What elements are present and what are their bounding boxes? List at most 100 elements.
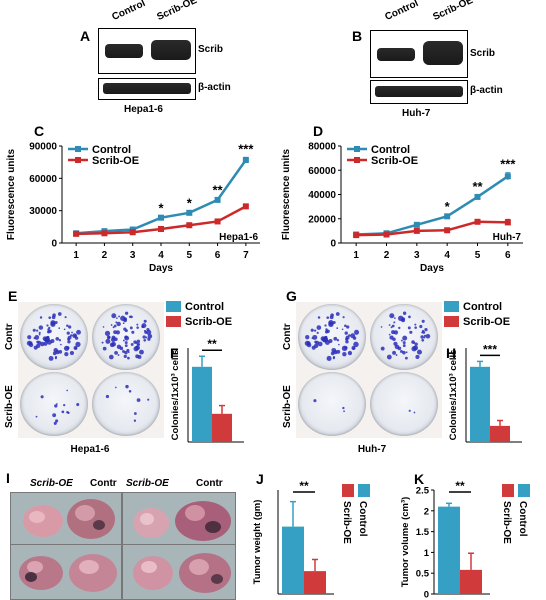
panel-letter-k: K	[414, 471, 424, 487]
colony-dot	[58, 327, 61, 329]
colony-dot	[75, 341, 81, 348]
colony-dot	[413, 341, 416, 344]
tumor-label-scrib-2: Scrib-OE	[126, 478, 169, 489]
y-axis-label: Colonies/1x10³ cells	[170, 350, 181, 441]
tumor-label-scrib-1: Scrib-OE	[30, 478, 73, 489]
panel-letter-i: I	[6, 470, 10, 486]
band-actin-a	[103, 83, 191, 94]
cell-line-b: Huh-7	[402, 108, 431, 119]
panel-letter-e: E	[8, 288, 18, 304]
colony-dot	[106, 335, 111, 340]
colony-dot	[405, 351, 408, 354]
legend-swatch	[166, 316, 181, 327]
colony-dot	[39, 341, 45, 347]
colony-dot	[136, 323, 139, 326]
colony-dot	[315, 340, 320, 345]
band-control-a	[105, 44, 143, 58]
colony-dot	[53, 421, 57, 425]
x-tick-label: 7	[243, 250, 249, 261]
tumor-shapes-1	[23, 499, 115, 539]
colony-dot	[52, 313, 56, 317]
legend-swatch	[166, 301, 181, 312]
colony-dot	[342, 351, 347, 357]
blot-actin-a	[98, 78, 196, 100]
colony-dot	[402, 350, 406, 355]
significance-mark: *	[187, 196, 193, 211]
colony-dot	[105, 338, 111, 344]
dish-scrib-2-e	[92, 372, 160, 436]
colony-dot	[53, 348, 59, 353]
row-label-scrib-e: Scrib-OE	[4, 385, 15, 428]
colony-dot	[391, 324, 395, 328]
colony-dot	[39, 316, 43, 319]
colony-dot	[40, 395, 44, 399]
colony-dot	[352, 347, 356, 350]
legend-label: Control	[185, 301, 224, 313]
band-actin-b	[375, 86, 463, 97]
panel-letter-g: G	[286, 288, 297, 304]
colony-dot	[344, 331, 348, 335]
colony-dot	[46, 324, 49, 327]
colony-dot	[64, 316, 67, 319]
colony-dot	[313, 399, 317, 403]
x-tick-label: 3	[414, 250, 420, 261]
colony-dot	[306, 342, 312, 348]
tumor-label-contr-1: Contr	[90, 478, 117, 489]
y-tick-label: 60000	[308, 166, 336, 177]
tumor-photo-3	[10, 544, 122, 600]
colony-dot	[122, 350, 125, 353]
colony-dot	[101, 341, 104, 344]
panel-letter-a: A	[80, 28, 91, 44]
colonies-g	[304, 311, 431, 414]
colony-dot	[60, 343, 62, 346]
colony-photo-e	[18, 302, 164, 438]
colony-dot	[413, 411, 416, 414]
colony-dot	[124, 329, 128, 333]
colony-dot	[336, 327, 339, 330]
legend-label: Scrib-OE	[371, 155, 418, 167]
colony-dot	[138, 343, 141, 346]
x-axis-label: Days	[420, 263, 444, 274]
colony-dot	[67, 335, 72, 340]
colony-dot	[423, 334, 427, 337]
colony-dot	[38, 333, 41, 336]
colony-dot	[398, 326, 401, 330]
legend-label: Scrib-OE	[92, 155, 139, 167]
x-tick-label: 2	[102, 250, 108, 261]
data-point	[129, 229, 136, 236]
colony-dot	[66, 331, 70, 335]
panel-letter-h: H	[446, 345, 456, 361]
colony-dot	[143, 338, 147, 342]
colony-dot	[332, 357, 335, 360]
colony-dot	[341, 328, 344, 331]
lane-label-scrib-a: Scrib-OE	[155, 0, 199, 23]
colony-dot	[123, 317, 127, 321]
data-point	[353, 232, 360, 239]
colony-dot	[125, 384, 129, 389]
colony-dot	[414, 323, 417, 326]
colony-dot	[76, 402, 80, 407]
colony-dot	[333, 336, 338, 341]
colony-dot	[353, 341, 359, 348]
blot-scrib-b	[370, 30, 468, 78]
lane-label-scrib-b: Scrib-OE	[431, 0, 475, 23]
band-scrib-a	[151, 40, 191, 60]
colony-dot	[400, 350, 403, 353]
band-control-b	[377, 48, 415, 61]
colony-dot	[424, 328, 428, 332]
colony-dot	[28, 342, 34, 348]
cell-line-annotation: Huh-7	[493, 232, 522, 243]
colony-dot	[386, 354, 392, 360]
colony-dot	[57, 312, 62, 316]
colony-dot	[74, 347, 78, 350]
colony-dot	[124, 335, 128, 339]
legend-label: Scrib-OE	[185, 316, 232, 328]
data-point	[444, 227, 451, 234]
y-tick-label: 30000	[29, 206, 57, 217]
colony-dot	[322, 336, 329, 343]
colony-dot	[116, 317, 118, 319]
row-label-scrib-g: Scrib-OE	[282, 385, 293, 428]
legend-swatch	[502, 484, 514, 497]
colony-dot	[71, 331, 73, 334]
y-axis-label: Fluorescence units	[6, 148, 17, 240]
